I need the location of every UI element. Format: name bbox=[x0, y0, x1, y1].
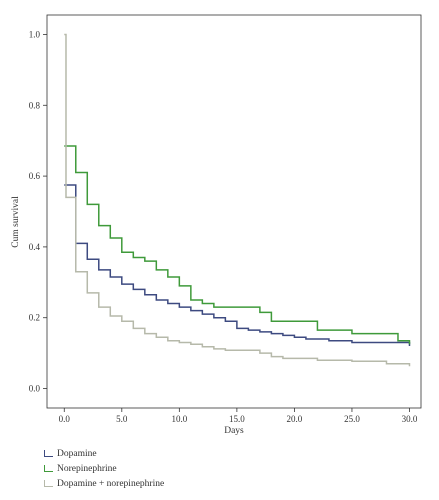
x-tick-label: 0.0 bbox=[59, 414, 71, 424]
legend-label: Norepinephrine bbox=[57, 463, 117, 474]
legend-swatch bbox=[44, 480, 53, 487]
x-tick-label: 20.0 bbox=[287, 414, 303, 424]
x-tick-label: 5.0 bbox=[116, 414, 128, 424]
series-line-norepinephrine bbox=[64, 145, 411, 345]
legend-swatch bbox=[44, 465, 53, 472]
x-tick-label: 30.0 bbox=[402, 414, 418, 424]
legend-label: Dopamine bbox=[57, 448, 97, 459]
legend-item: Dopamine bbox=[44, 446, 424, 461]
legend-swatch bbox=[44, 450, 53, 457]
x-axis-label: Days bbox=[224, 426, 244, 436]
y-axis: 0.0 0.2 0.4 0.6 0.8 1.0 bbox=[29, 29, 47, 394]
x-tick-label: 25.0 bbox=[344, 414, 360, 424]
y-axis-label: Cum survival bbox=[11, 196, 21, 248]
legend-item: Norepinephrine bbox=[44, 461, 424, 476]
series-lines bbox=[64, 33, 411, 367]
legend-label: Dopamine + norepinephrine bbox=[57, 478, 165, 489]
x-tick-label: 10.0 bbox=[171, 414, 187, 424]
y-tick-label: 0.8 bbox=[29, 100, 41, 110]
legend-item: Dopamine + norepinephrine bbox=[44, 476, 424, 491]
y-tick-label: 0.4 bbox=[29, 242, 41, 252]
x-axis: 0.0 5.0 10.0 15.0 20.0 25.0 30.0 bbox=[59, 408, 418, 424]
x-tick-label: 15.0 bbox=[229, 414, 245, 424]
plot-frame bbox=[46, 14, 422, 409]
y-tick-label: 0.6 bbox=[29, 171, 41, 181]
legend: Dopamine Norepinephrine Dopamine + norepin… bbox=[44, 446, 424, 491]
y-tick-label: 0.2 bbox=[29, 313, 40, 323]
y-tick-label: 1.0 bbox=[29, 29, 41, 39]
series-line-dopamine-norepinephrine bbox=[64, 33, 411, 367]
y-tick-label: 0.0 bbox=[29, 384, 41, 394]
series-line-dopamine bbox=[64, 184, 411, 347]
